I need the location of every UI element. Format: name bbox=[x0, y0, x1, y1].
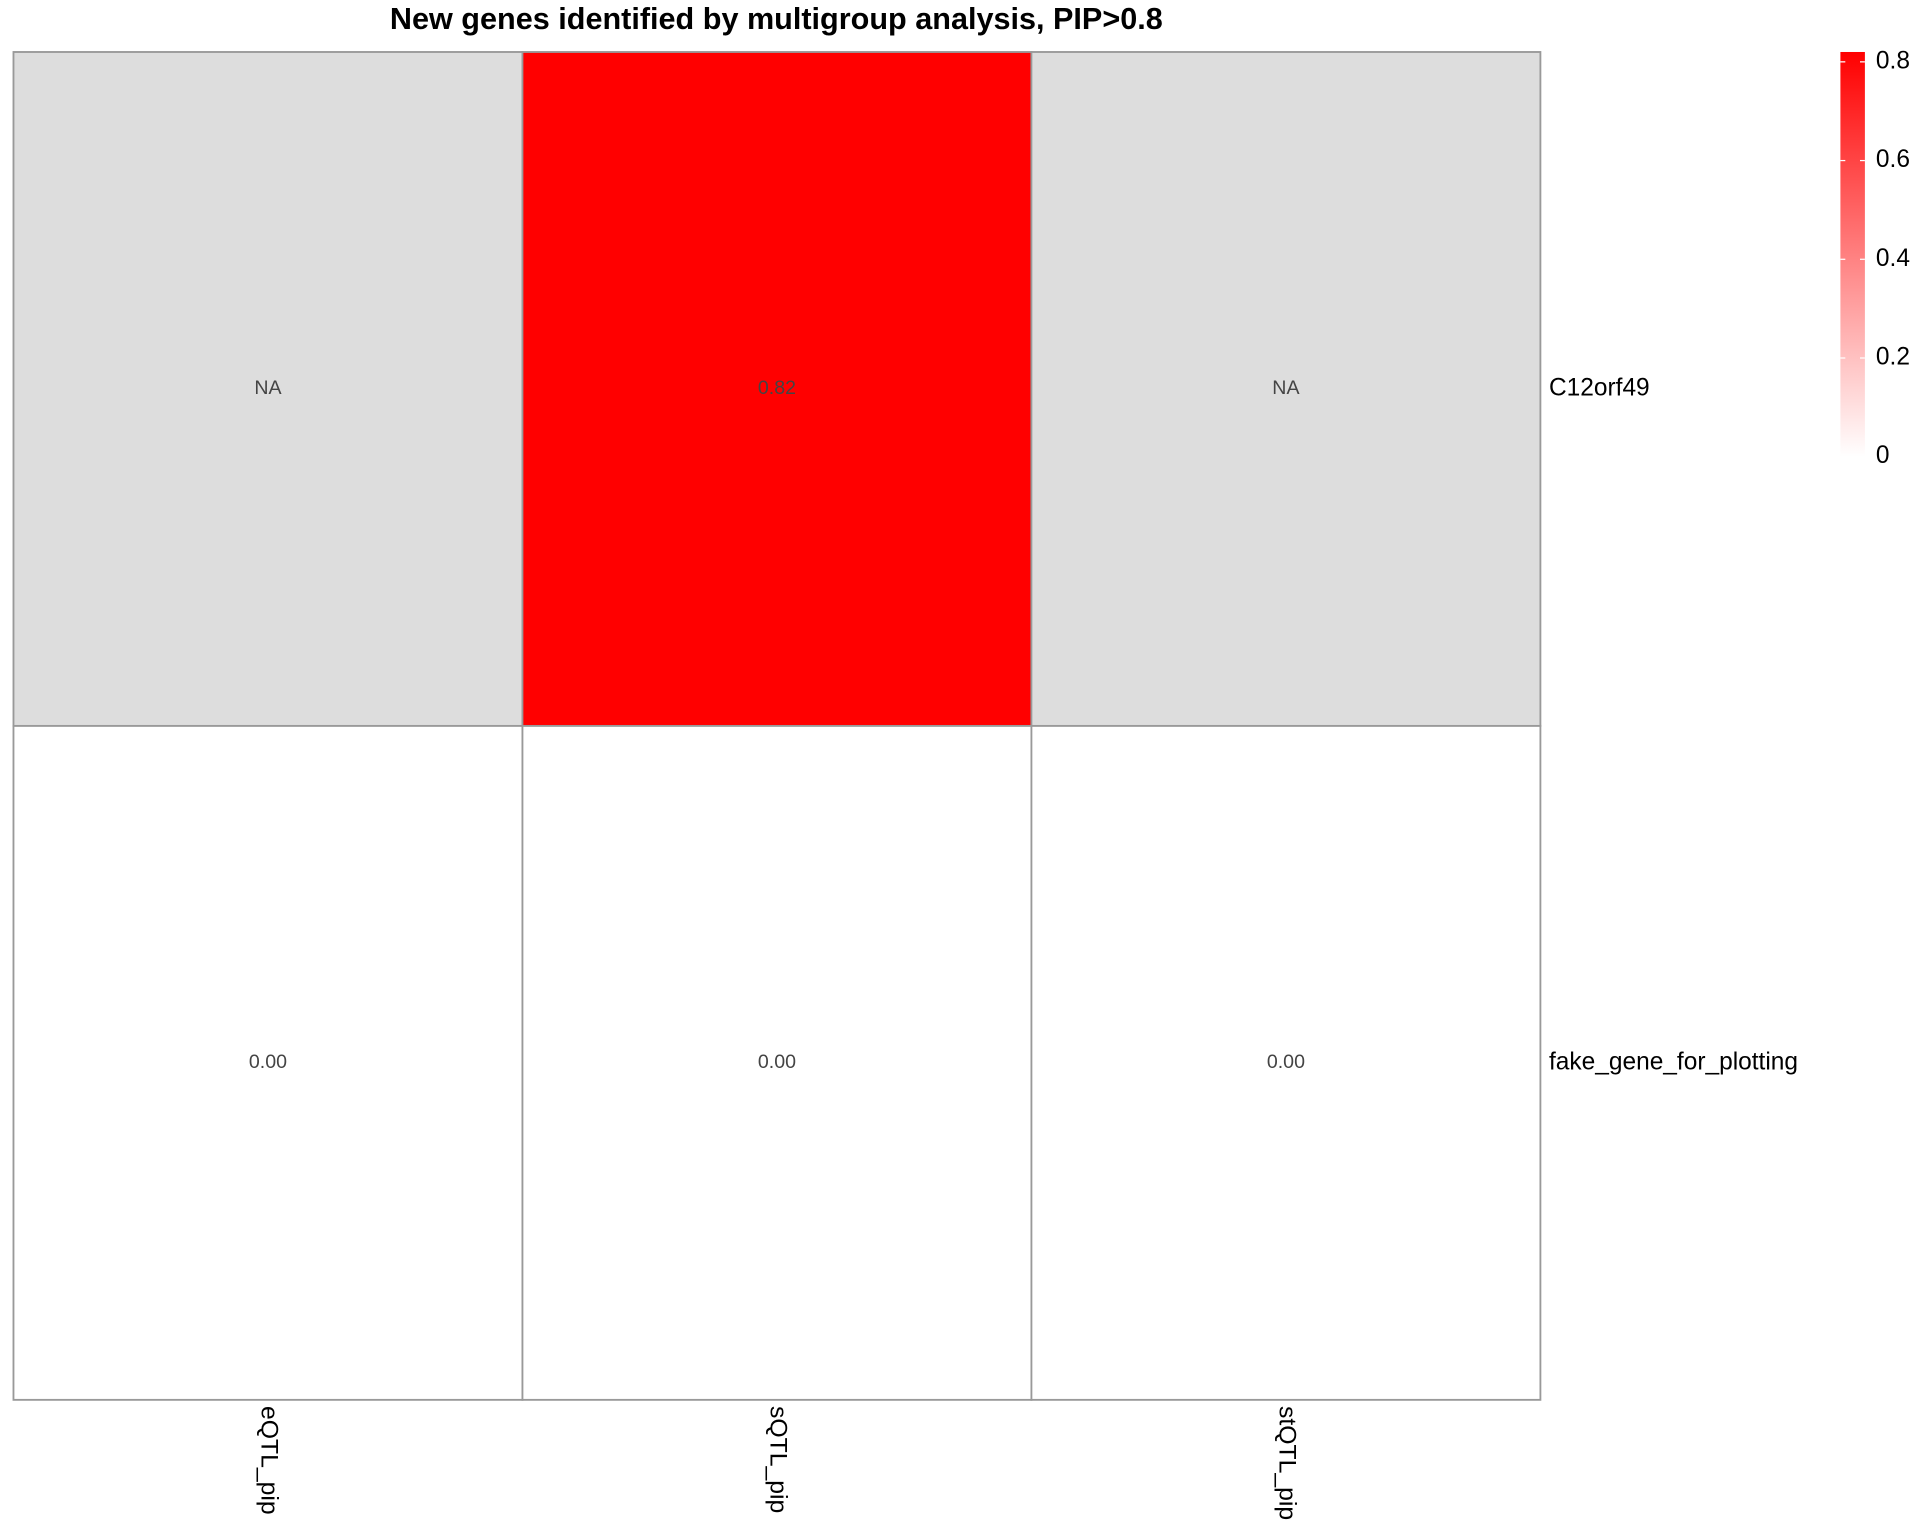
cell-label: 0.82 bbox=[758, 377, 796, 399]
heatmap-cell bbox=[1030, 724, 1542, 1401]
heatmap-cell bbox=[1030, 51, 1542, 727]
column-label: sQTL_pip bbox=[765, 1406, 792, 1513]
legend-tick-label: 0.2 bbox=[1876, 343, 1910, 370]
legend-tick-label: 0.4 bbox=[1876, 245, 1910, 272]
heatmap-cell bbox=[12, 724, 524, 1401]
heatmap-cell bbox=[12, 51, 524, 727]
row-label: fake_gene_for_plotting bbox=[1549, 1048, 1798, 1075]
legend-tick-label: 0 bbox=[1876, 442, 1890, 469]
chart-title: New genes identified by multigroup analy… bbox=[390, 1, 1163, 36]
cell-label: 0.00 bbox=[1267, 1051, 1305, 1073]
row-label: C12orf49 bbox=[1549, 374, 1650, 401]
cell-label: 0.00 bbox=[249, 1051, 287, 1073]
cell-label: NA bbox=[254, 377, 282, 399]
legend-tick-label: 0.8 bbox=[1876, 47, 1910, 74]
cell-label: 0.00 bbox=[758, 1051, 796, 1073]
legend-tick-label: 0.6 bbox=[1876, 146, 1910, 173]
heatmap-cell bbox=[521, 724, 1033, 1401]
cell-label: NA bbox=[1272, 377, 1300, 399]
heatmap-cell bbox=[521, 51, 1033, 727]
column-label: eQTL_pip bbox=[256, 1406, 283, 1515]
column-label: stQTL_pip bbox=[1273, 1406, 1300, 1520]
color-legend-bar bbox=[1840, 51, 1865, 457]
